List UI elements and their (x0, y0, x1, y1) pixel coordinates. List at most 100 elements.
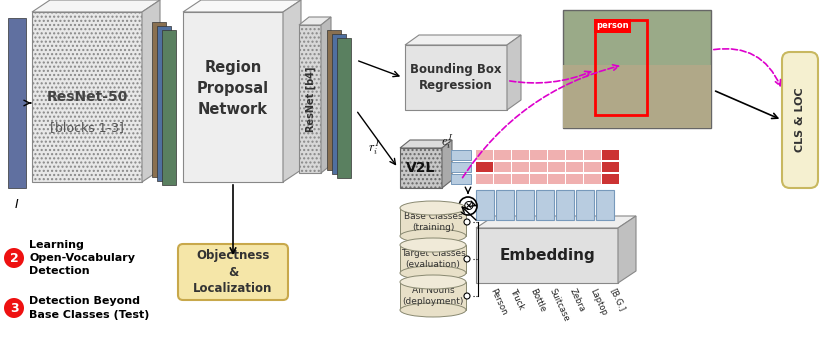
Polygon shape (32, 12, 142, 182)
Text: Target Classes
(evaluation): Target Classes (evaluation) (400, 249, 465, 269)
Text: V2L: V2L (406, 161, 436, 175)
Ellipse shape (400, 229, 466, 243)
Bar (584, 162, 601, 172)
Polygon shape (299, 17, 331, 25)
Bar (494, 150, 511, 160)
Ellipse shape (400, 238, 466, 252)
Text: Detection Beyond
Base Classes (Test): Detection Beyond Base Classes (Test) (29, 296, 150, 319)
Text: Region
Proposal
Network: Region Proposal Network (197, 60, 269, 117)
Text: [blocks 1-3]: [blocks 1-3] (50, 121, 124, 134)
Polygon shape (8, 18, 26, 188)
Polygon shape (476, 216, 636, 228)
FancyBboxPatch shape (594, 19, 631, 33)
Circle shape (464, 219, 470, 225)
Bar (530, 162, 547, 172)
FancyBboxPatch shape (563, 65, 711, 128)
Polygon shape (405, 45, 507, 110)
FancyBboxPatch shape (178, 244, 288, 300)
Text: Suitcase: Suitcase (548, 287, 571, 323)
Text: I: I (15, 198, 19, 211)
Polygon shape (327, 30, 341, 170)
Polygon shape (400, 208, 466, 236)
Bar (602, 174, 619, 184)
Bar (602, 162, 619, 172)
Text: Person: Person (488, 287, 508, 317)
Circle shape (459, 197, 477, 215)
Bar (476, 174, 493, 184)
Text: Bottle: Bottle (528, 287, 547, 314)
Bar (596, 190, 614, 220)
Text: $e_i^I$: $e_i^I$ (441, 133, 455, 151)
Bar (451, 162, 471, 172)
Polygon shape (405, 35, 521, 45)
Text: CLS & LOC: CLS & LOC (795, 88, 805, 152)
Polygon shape (142, 0, 160, 182)
FancyBboxPatch shape (782, 52, 818, 188)
Bar (496, 190, 514, 220)
Bar (530, 174, 547, 184)
Bar (536, 190, 554, 220)
Polygon shape (400, 282, 466, 310)
Text: Laptop: Laptop (588, 287, 608, 317)
Polygon shape (332, 34, 346, 174)
Bar (494, 174, 511, 184)
Text: ResNet-50: ResNet-50 (46, 90, 127, 104)
Bar (451, 150, 471, 160)
Polygon shape (321, 17, 331, 173)
Bar (595, 20, 647, 115)
Text: 3: 3 (10, 301, 18, 315)
Bar (576, 190, 594, 220)
Circle shape (464, 293, 470, 299)
Polygon shape (476, 228, 618, 283)
Text: $\otimes$: $\otimes$ (462, 199, 474, 213)
Text: Bounding Box
Regression: Bounding Box Regression (410, 63, 501, 92)
FancyBboxPatch shape (563, 10, 711, 128)
Bar (476, 190, 494, 220)
Polygon shape (32, 0, 160, 12)
Text: person: person (597, 22, 630, 31)
Bar (602, 150, 619, 160)
Polygon shape (400, 148, 442, 188)
Ellipse shape (400, 275, 466, 289)
Ellipse shape (400, 201, 466, 215)
Text: ResNet [b4]: ResNet [b4] (306, 66, 316, 132)
Bar (548, 150, 565, 160)
Bar (530, 150, 547, 160)
Polygon shape (507, 35, 521, 110)
Bar (451, 174, 471, 184)
Circle shape (4, 248, 24, 268)
Circle shape (464, 256, 470, 262)
Bar (556, 190, 574, 220)
Text: Truck: Truck (508, 287, 525, 311)
Polygon shape (400, 140, 452, 148)
Ellipse shape (400, 303, 466, 317)
Bar (566, 150, 583, 160)
Text: [B.G.]: [B.G.] (608, 287, 626, 313)
Bar (566, 174, 583, 184)
Ellipse shape (400, 266, 466, 280)
Bar (584, 150, 601, 160)
Polygon shape (400, 245, 466, 273)
Text: All Nouns
(deployment): All Nouns (deployment) (402, 286, 464, 306)
Polygon shape (152, 22, 166, 177)
Text: $r_i^I$: $r_i^I$ (368, 139, 381, 157)
Bar (566, 162, 583, 172)
Bar (476, 162, 493, 172)
Polygon shape (183, 12, 283, 182)
Bar (512, 162, 529, 172)
Bar (512, 150, 529, 160)
Bar (584, 174, 601, 184)
Text: 2: 2 (10, 252, 18, 264)
Polygon shape (157, 26, 171, 181)
Text: Learning
Open-Vocabulary
Detection: Learning Open-Vocabulary Detection (29, 240, 135, 276)
Text: Base Classes
(training): Base Classes (training) (404, 212, 462, 232)
Bar (548, 162, 565, 172)
Bar (476, 150, 493, 160)
Bar (494, 162, 511, 172)
Polygon shape (618, 216, 636, 283)
Circle shape (4, 298, 24, 318)
Polygon shape (442, 140, 452, 188)
Polygon shape (337, 38, 351, 178)
Text: Zebra: Zebra (568, 287, 587, 314)
Bar (516, 190, 534, 220)
